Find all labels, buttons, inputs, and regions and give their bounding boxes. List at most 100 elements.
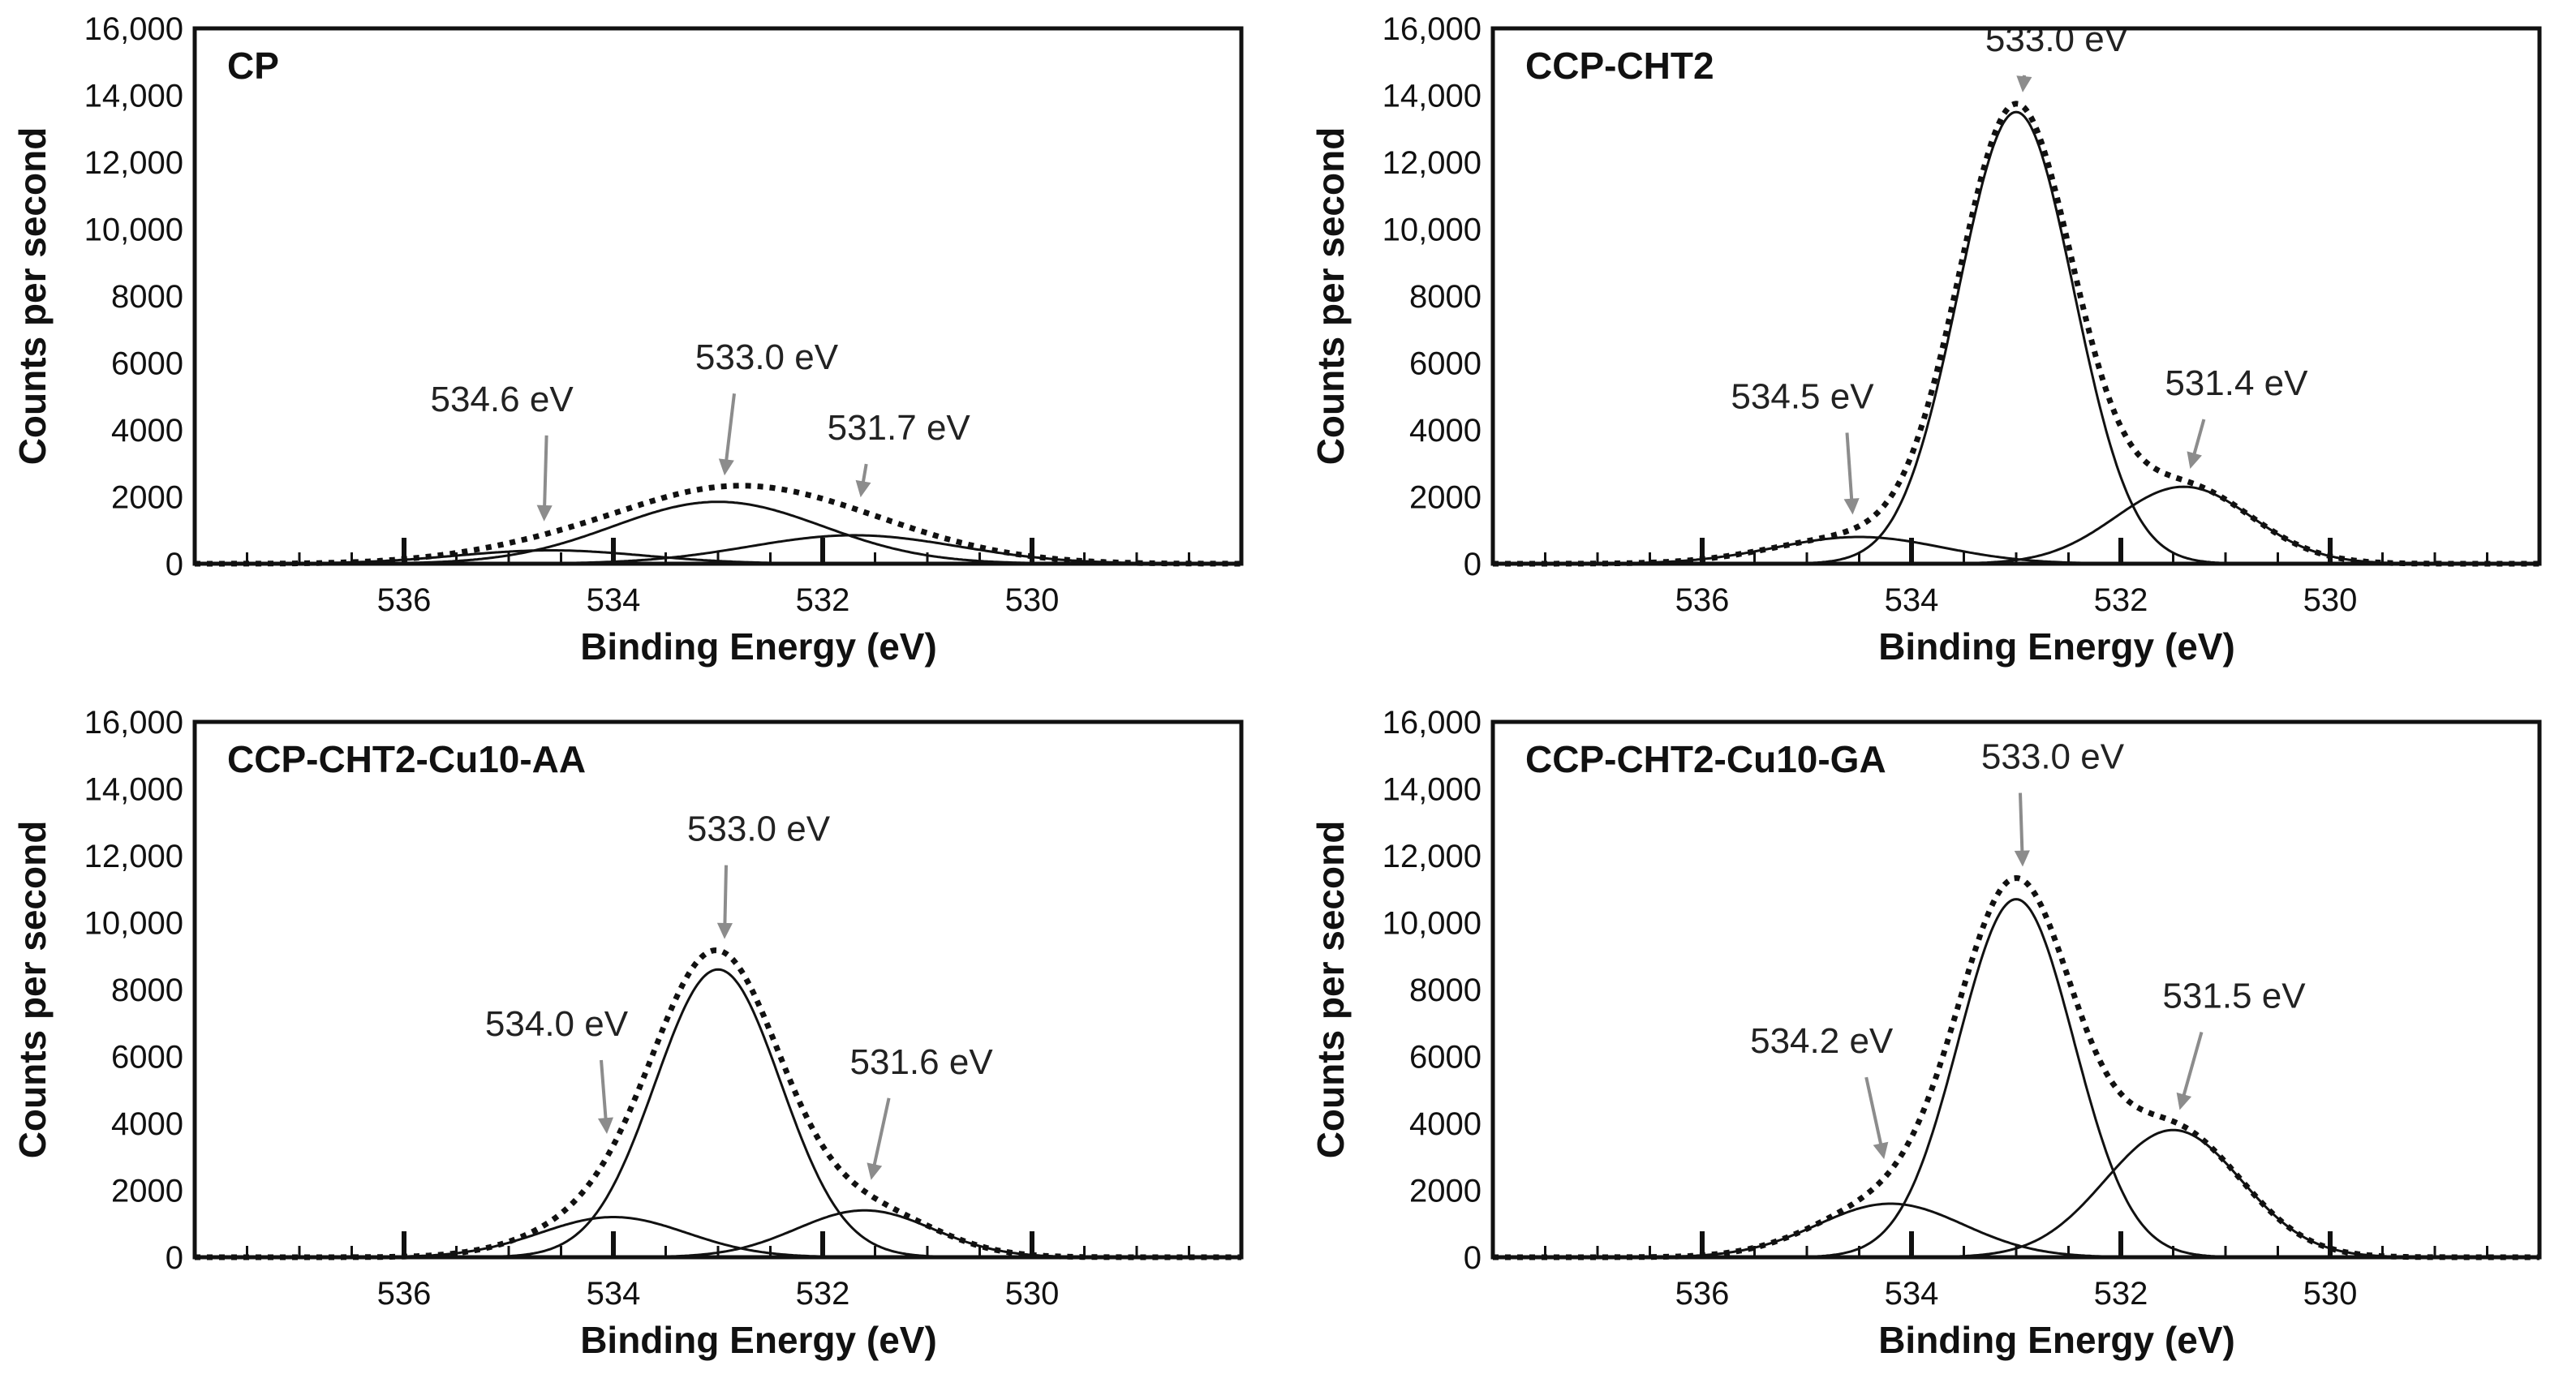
peak-energy-label: 533.0 eV xyxy=(695,337,839,377)
x-tick-label: 532 xyxy=(2094,582,2148,618)
annotation-arrow-shaft xyxy=(871,1097,891,1171)
y-tick-label: 4000 xyxy=(111,1106,183,1142)
y-tick-label: 10,000 xyxy=(84,213,183,248)
y-tick-label: 16,000 xyxy=(84,705,183,741)
annotation-arrow-shaft xyxy=(2180,1031,2204,1101)
x-tick-label: 530 xyxy=(1005,582,1060,618)
peak-energy-label: 531.5 eV xyxy=(2162,977,2306,1016)
annotation-arrowhead xyxy=(1843,498,1860,515)
chart-panel-ccp-cht2-cu10-aa: 0 2000 4000 6000 8000 10,000 12,000 14,000 16,00… xyxy=(0,694,1266,1375)
envelope-fit-curve xyxy=(1493,101,2539,567)
envelope-fit-curve xyxy=(195,483,1241,567)
y-tick-label: 2000 xyxy=(1409,480,1482,516)
y-tick-label: 16,000 xyxy=(1383,11,1482,47)
chart-svg-cp: 0 2000 4000 6000 8000 10,000 12,000 14,000 16,00… xyxy=(11,11,1244,668)
annotation-arrow-shaft xyxy=(542,435,548,512)
x-axis-title: Binding Energy (eV) xyxy=(1878,1319,2235,1361)
chart-panel-cp: 0 2000 4000 6000 8000 10,000 12,000 14,000 16,00… xyxy=(0,0,1266,681)
annotation-arrowhead xyxy=(2176,1092,2192,1110)
y-tick-label: 6000 xyxy=(111,1040,183,1076)
y-axis-title: Counts per second xyxy=(11,821,54,1159)
y-tick-label: 12,000 xyxy=(1383,145,1482,181)
panel-title: CCP-CHT2 xyxy=(1525,45,1714,87)
annotation-arrow-shaft xyxy=(1864,1076,1884,1150)
x-tick-label: 530 xyxy=(2303,1276,2358,1312)
x-axis-title: Binding Energy (eV) xyxy=(580,625,937,668)
chart-panel-ccp-cht2-cu10-ga: 0 2000 4000 6000 8000 10,000 12,000 14,000 16,00… xyxy=(1298,694,2564,1375)
annotation-arrow-shaft xyxy=(2019,792,2024,857)
y-tick-label: 14,000 xyxy=(84,79,183,114)
x-tick-label: 534 xyxy=(587,582,641,618)
y-tick-label: 14,000 xyxy=(1383,772,1482,808)
panel-title: CCP-CHT2-Cu10-GA xyxy=(1525,738,1886,780)
annotation-arrowhead xyxy=(2187,451,2202,470)
y-tick-label: 4000 xyxy=(1409,1106,1482,1142)
component-peak-curve xyxy=(195,968,1241,1259)
y-tick-label: 0 xyxy=(1464,1240,1482,1276)
annotation-arrowhead xyxy=(855,479,871,498)
x-tick-label: 532 xyxy=(2094,1276,2148,1312)
annotation-arrowhead xyxy=(2014,850,2030,867)
peak-energy-label: 533.0 eV xyxy=(1981,737,2125,777)
annotation-arrowhead xyxy=(867,1162,883,1180)
y-tick-label: 8000 xyxy=(111,973,183,1008)
y-tick-label: 12,000 xyxy=(1383,839,1482,874)
y-tick-label: 6000 xyxy=(1409,1040,1482,1076)
annotation-arrowhead xyxy=(718,458,734,476)
annotation-arrowhead xyxy=(536,505,553,522)
x-tick-label: 536 xyxy=(377,582,432,618)
y-tick-label: 2000 xyxy=(1409,1174,1482,1209)
plot-frame xyxy=(192,719,1244,1260)
y-tick-label: 10,000 xyxy=(1383,906,1482,942)
y-tick-label: 10,000 xyxy=(1383,213,1482,248)
y-tick-label: 12,000 xyxy=(84,145,183,181)
y-tick-label: 0 xyxy=(1464,547,1482,582)
y-tick-label: 8000 xyxy=(1409,279,1482,315)
peak-energy-label: 533.0 eV xyxy=(687,809,831,849)
x-tick-label: 532 xyxy=(796,582,850,618)
annotation-arrow-shaft xyxy=(600,1059,609,1125)
peak-energy-label: 534.0 eV xyxy=(485,1004,629,1044)
x-tick-label: 534 xyxy=(1885,1276,1939,1312)
peak-energy-label: 531.4 eV xyxy=(2165,363,2308,403)
y-tick-label: 0 xyxy=(166,547,183,582)
component-peak-curve xyxy=(1493,110,2539,565)
chart-svg-ccp-cht2-cu10-ga: 0 2000 4000 6000 8000 10,000 12,000 14,000 16,00… xyxy=(1310,705,2542,1361)
chart-svg-ccp-cht2: 0 2000 4000 6000 8000 10,000 12,000 14,000 16,00… xyxy=(1310,11,2542,668)
component-peak-curve xyxy=(1493,1128,2539,1259)
y-axis-title: Counts per second xyxy=(11,127,54,466)
y-tick-label: 14,000 xyxy=(84,772,183,808)
component-peak-curve xyxy=(1493,898,2539,1259)
y-tick-label: 4000 xyxy=(1409,413,1482,449)
y-tick-label: 4000 xyxy=(111,413,183,449)
y-axis-title: Counts per second xyxy=(1310,821,1352,1159)
y-axis-title: Counts per second xyxy=(1310,127,1352,466)
x-axis-title: Binding Energy (eV) xyxy=(1878,625,2235,668)
y-tick-label: 2000 xyxy=(111,1174,183,1209)
y-tick-label: 0 xyxy=(166,1240,183,1276)
annotation-arrowhead xyxy=(597,1117,614,1134)
y-tick-label: 8000 xyxy=(1409,973,1482,1008)
plot-frame xyxy=(192,26,1244,566)
x-tick-label: 532 xyxy=(796,1276,850,1312)
envelope-fit-curve xyxy=(1493,874,2539,1260)
x-tick-label: 536 xyxy=(1675,582,1730,618)
x-tick-label: 536 xyxy=(377,1276,432,1312)
envelope-fit-curve xyxy=(195,947,1241,1260)
y-tick-label: 6000 xyxy=(111,346,183,382)
x-axis-title: Binding Energy (eV) xyxy=(580,1319,937,1361)
y-tick-label: 8000 xyxy=(111,279,183,315)
y-tick-label: 14,000 xyxy=(1383,79,1482,114)
peak-energy-label: 534.5 eV xyxy=(1731,376,1874,416)
y-tick-label: 12,000 xyxy=(84,839,183,874)
chart-panel-ccp-cht2: 0 2000 4000 6000 8000 10,000 12,000 14,000 16,00… xyxy=(1298,0,2564,681)
x-tick-label: 534 xyxy=(587,1276,641,1312)
panel-title: CCP-CHT2-Cu10-AA xyxy=(227,738,586,780)
x-tick-label: 534 xyxy=(1885,582,1939,618)
annotation-arrowhead xyxy=(2016,75,2032,92)
plot-frame xyxy=(1490,26,2542,566)
peak-energy-label: 534.6 eV xyxy=(431,380,574,419)
x-tick-label: 530 xyxy=(1005,1276,1060,1312)
x-tick-label: 536 xyxy=(1675,1276,1730,1312)
y-tick-label: 10,000 xyxy=(84,906,183,942)
